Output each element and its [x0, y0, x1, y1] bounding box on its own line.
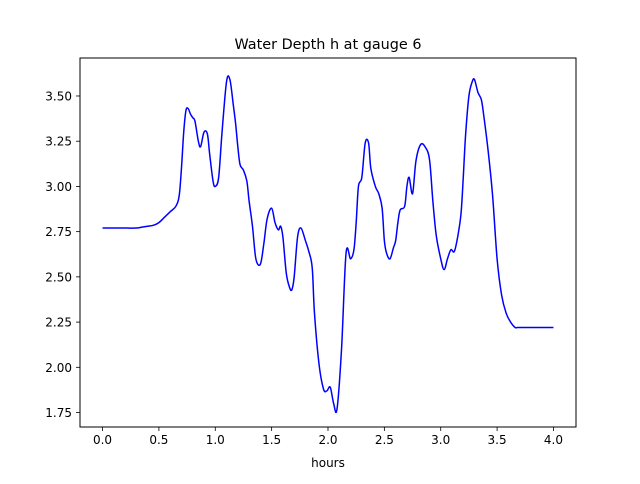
x-tick-label: 1.5: [262, 433, 281, 447]
x-tick-label: 3.5: [488, 433, 507, 447]
y-tick-label: 2.50: [45, 270, 72, 284]
x-tick-label: 4.0: [544, 433, 563, 447]
y-tick-label: 3.00: [45, 180, 72, 194]
chart-title: Water Depth h at gauge 6: [234, 37, 421, 53]
x-tick-label: 0.5: [149, 433, 168, 447]
x-axis-ticks: 0.0 0.5 1.0 1.5 2.0 2.5 3.0 3.5 4.0: [93, 427, 563, 447]
y-tick-label: 3.50: [45, 89, 72, 103]
y-tick-label: 1.75: [45, 406, 72, 420]
x-tick-label: 2.0: [318, 433, 337, 447]
plot-frame: [79, 57, 577, 428]
x-tick-label: 3.0: [431, 433, 450, 447]
series-line-0: [102, 75, 554, 414]
y-axis-ticks: 1.75 2.00 2.25 2.50 2.75 3.00 3.25 3.50: [45, 89, 80, 420]
y-tick-label: 3.25: [45, 135, 72, 149]
x-axis-label: hours: [311, 456, 345, 470]
y-tick-label: 2.75: [45, 225, 72, 239]
x-tick-label: 2.5: [375, 433, 394, 447]
y-tick-label: 2.00: [45, 361, 72, 375]
y-tick-label: 2.25: [45, 316, 72, 330]
x-tick-label: 1.0: [206, 433, 225, 447]
x-tick-label: 0.0: [93, 433, 112, 447]
series-layer: [102, 75, 554, 414]
